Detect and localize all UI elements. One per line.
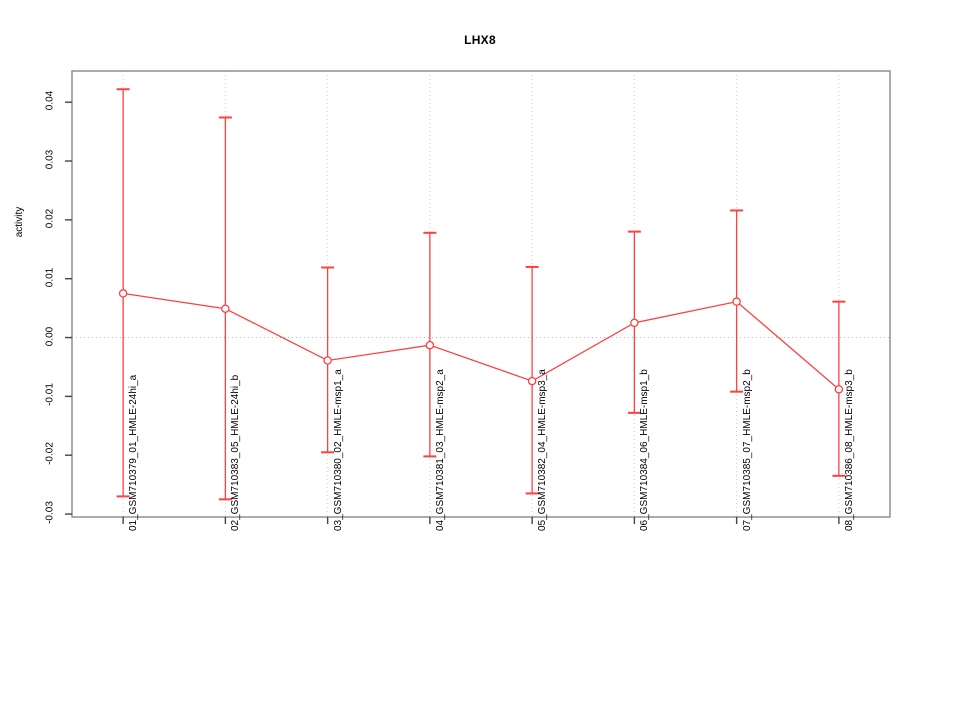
x-tick-label: 06_GSM710384_06_HMLE-msp1_b [639, 369, 651, 531]
plot-frame [71, 70, 891, 518]
x-tick-label: 07_GSM710385_07_HMLE-msp2_b [741, 369, 753, 531]
y-tick-label: 0.04 [44, 90, 56, 111]
x-tick-label: 04_GSM710381_03_HMLE-msp2_a [434, 369, 446, 531]
x-tick-label: 02_GSM710383_05_HMLE-24hi_b [230, 374, 242, 531]
x-tick-label: 01_GSM710379_01_HMLE-24hi_a [128, 374, 140, 531]
y-tick-label: 0.00 [44, 326, 56, 346]
y-tick-label: -0.02 [44, 442, 56, 466]
y-tick-label: -0.01 [44, 383, 56, 407]
error-bars [116, 88, 846, 501]
data-line [123, 292, 840, 390]
y-tick-label: 0.02 [44, 208, 56, 229]
data-markers [118, 289, 844, 394]
y-tick-label: 0.03 [44, 149, 56, 170]
y-axis-ticks [65, 101, 72, 515]
x-axis-ticks [122, 517, 840, 524]
y-tick-label: 0.01 [44, 267, 56, 287]
x-tick-label: 03_GSM710380_02_HMLE-msp1_a [332, 369, 344, 531]
x-tick-label: 05_GSM710382_04_HMLE-msp3_a [537, 369, 549, 531]
y-tick-label: -0.03 [44, 501, 56, 524]
x-tick-label: 08_GSM710386_08_HMLE-msp3_b [843, 369, 855, 531]
chart-title: LHX8 [464, 33, 496, 47]
